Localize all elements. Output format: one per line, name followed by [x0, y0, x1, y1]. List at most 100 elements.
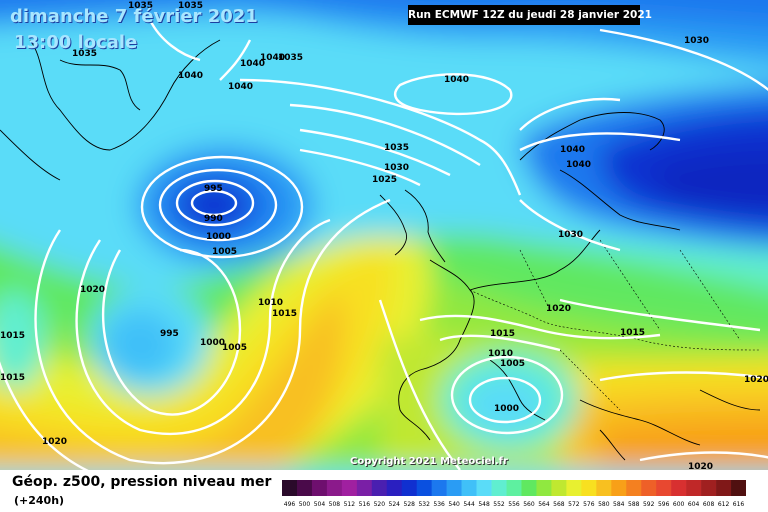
isobar-label-1010-b: 1010: [488, 349, 513, 359]
isobar-label-1030-c: 1030: [558, 230, 583, 240]
isobar-label-1035-e: 1035: [384, 143, 409, 153]
color-swatch-592: [641, 480, 657, 496]
isobar-label-1035-d: 1035: [278, 53, 303, 63]
isobar-label-1040-g: 1040: [566, 160, 591, 170]
color-scale-tick-508: 508: [329, 501, 341, 508]
color-swatch-572: [566, 480, 582, 496]
isobar-label-995-b: 995: [160, 329, 179, 339]
copyright-text: Copyright 2021 Meteociel.fr: [350, 456, 508, 467]
color-swatch-496: [282, 480, 298, 496]
isobar-label-1000-c: 1000: [494, 404, 519, 414]
color-swatch-512: [341, 480, 358, 496]
forecast-date: dimanche 7 février 2021: [10, 6, 258, 27]
color-swatch-556: [506, 480, 522, 496]
isobar-label-1040-d: 1040: [228, 82, 253, 92]
isobar-label-1030-a: 1030: [384, 163, 409, 173]
color-scale-tick-608: 608: [703, 501, 715, 508]
color-swatch-544: [461, 480, 477, 496]
isobar-label-1020-b: 1020: [546, 304, 571, 314]
country-borders: [469, 239, 761, 411]
isobar-label-1020-a: 1020: [80, 285, 105, 295]
color-swatch-516: [356, 480, 373, 496]
color-scale-tick-552: 552: [493, 501, 505, 508]
isobar-label-995-a: 995: [204, 184, 223, 194]
color-scale-tick-596: 596: [658, 501, 670, 508]
isobar-label-1005-a: 1005: [212, 247, 237, 257]
color-swatch-552: [491, 480, 507, 496]
color-scale-tick-504: 504: [314, 501, 326, 508]
legend-title: Géop. z500, pression niveau mer: [12, 474, 272, 490]
color-swatch-576: [581, 480, 597, 496]
color-swatch-568: [551, 480, 567, 496]
isobar-label-990-a: 990: [204, 214, 223, 224]
color-scale-tick-568: 568: [553, 501, 565, 508]
geopotential-field: [0, 0, 768, 470]
color-scale-tick-524: 524: [389, 501, 401, 508]
color-scale-tick-604: 604: [688, 501, 700, 508]
color-swatch-520: [371, 480, 388, 496]
isobar-label-1040-b: 1040: [260, 53, 285, 63]
isobar-label-1040-e: 1040: [444, 75, 469, 85]
color-scale-tick-540: 540: [448, 501, 460, 508]
isobar-label-1005-c: 1005: [500, 359, 525, 369]
color-scale-tick-592: 592: [643, 501, 655, 508]
color-scale-tick-584: 584: [613, 501, 625, 508]
isobar-label-1015-d: 1015: [490, 329, 515, 339]
color-scale-tick-516: 516: [359, 501, 371, 508]
color-scale-tick-496: 496: [284, 501, 296, 508]
color-swatch-604: [686, 480, 702, 496]
color-scale-tick-580: 580: [598, 501, 610, 508]
isobar-label-1040-a: 1040: [240, 59, 265, 69]
color-swatch-548: [476, 480, 492, 496]
isobar-label-1020-e: 1020: [688, 462, 713, 470]
color-swatch-500: [296, 480, 313, 496]
isobar-label-1035-c: 1035: [72, 49, 97, 59]
color-swatch-508: [326, 480, 343, 496]
color-scale-bar: 496 500 504 508 512 516 520 524 528 532 536 540 544 5…: [282, 480, 746, 508]
isobar-label-1000-b: 1000: [200, 338, 225, 348]
color-scale-tick-500: 500: [299, 501, 311, 508]
color-swatch-532: [416, 480, 432, 496]
isobar-label-1015-e: 1015: [620, 328, 645, 338]
color-scale-tick-520: 520: [374, 501, 386, 508]
color-scale-tick-536: 536: [433, 501, 445, 508]
isobar-label-1000-a: 1000: [206, 232, 231, 242]
isobar-label-1015-a: 1015: [272, 309, 297, 319]
color-scale-tick-612: 612: [718, 501, 730, 508]
isobar-label-1035-a: 1035: [128, 1, 153, 11]
color-scale-tick-532: 532: [418, 501, 430, 508]
isobar-label-1040-c: 1040: [178, 71, 203, 81]
isobar-label-1030-b: 1030: [684, 36, 709, 46]
color-scale-tick-556: 556: [508, 501, 520, 508]
isobar-label-1010-a: 1010: [258, 298, 283, 308]
color-swatch-528: [401, 480, 418, 496]
color-swatch-612: [716, 480, 732, 496]
color-swatch-540: [446, 480, 462, 496]
color-scale-tick-528: 528: [404, 501, 416, 508]
geopotential-map: 1035 1035 1035 1040 1040 1035 1040 1040 …: [0, 0, 768, 470]
color-swatch-564: [536, 480, 552, 496]
isobar-labels: 1035 1035 1035 1040 1040 1035 1040 1040 …: [0, 1, 768, 470]
isobar-label-1005-b: 1005: [222, 343, 247, 353]
model-run-label: Run ECMWF 12Z du jeudi 28 janvier 2021: [408, 5, 652, 25]
color-scale-tick-544: 544: [463, 501, 475, 508]
color-swatch-504: [311, 480, 328, 496]
coastlines: [0, 39, 761, 461]
color-scale-tick-616: 616: [733, 501, 745, 508]
color-swatch-608: [701, 480, 717, 496]
color-swatch-580: [596, 480, 612, 496]
isobar-label-1020-c: 1020: [42, 437, 67, 447]
isobar-label-1035-b: 1035: [178, 1, 203, 11]
isobars: [0, 19, 768, 470]
color-swatch-588: [626, 480, 642, 496]
legend-subtitle: (+240h): [14, 494, 65, 507]
color-scale-tick-564: 564: [538, 501, 550, 508]
color-swatch-596: [656, 480, 672, 496]
isobar-label-1015-b: 1015: [0, 331, 25, 341]
isobar-label-1040-f: 1040: [560, 145, 585, 155]
color-scale-tick-588: 588: [628, 501, 640, 508]
isobar-label-1015-c: 1015: [0, 373, 25, 383]
color-scale-tick-576: 576: [583, 501, 595, 508]
color-swatch-584: [611, 480, 627, 496]
